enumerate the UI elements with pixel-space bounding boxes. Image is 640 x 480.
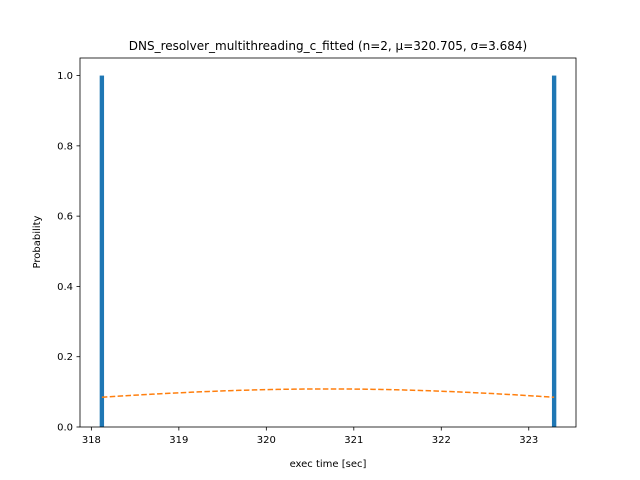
x-tick-label-319: 319 bbox=[169, 435, 188, 446]
bar-2 bbox=[551, 75, 557, 428]
x-tick-label-321: 321 bbox=[344, 435, 363, 446]
chart-title: DNS_resolver_multithreading_c_fitted (n=… bbox=[129, 39, 527, 53]
y-axis-label: Probability bbox=[32, 215, 43, 268]
bar-1 bbox=[99, 75, 105, 428]
x-tick-label-322: 322 bbox=[432, 435, 451, 446]
plot-area: 318 319 320 321 322 323 0.0 0.2 0.4 0.6 0.8 1.0 bbox=[57, 57, 577, 446]
x-tick-label-320: 320 bbox=[257, 435, 276, 446]
y-tick-label-0.8: 0.8 bbox=[57, 141, 73, 152]
x-tick-label-323: 323 bbox=[519, 435, 538, 446]
y-tick-label-0.2: 0.2 bbox=[57, 352, 73, 363]
axes-frame bbox=[79, 57, 577, 428]
y-tick-label-1.0: 1.0 bbox=[57, 71, 73, 82]
y-tick-label-0.4: 0.4 bbox=[57, 282, 73, 293]
fit-line bbox=[101, 388, 555, 398]
y-tick-label-0.6: 0.6 bbox=[57, 212, 73, 223]
y-tick-label-0.0: 0.0 bbox=[57, 423, 73, 434]
x-tick-label-318: 318 bbox=[82, 435, 101, 446]
x-axis-label: exec time [sec] bbox=[290, 459, 367, 470]
